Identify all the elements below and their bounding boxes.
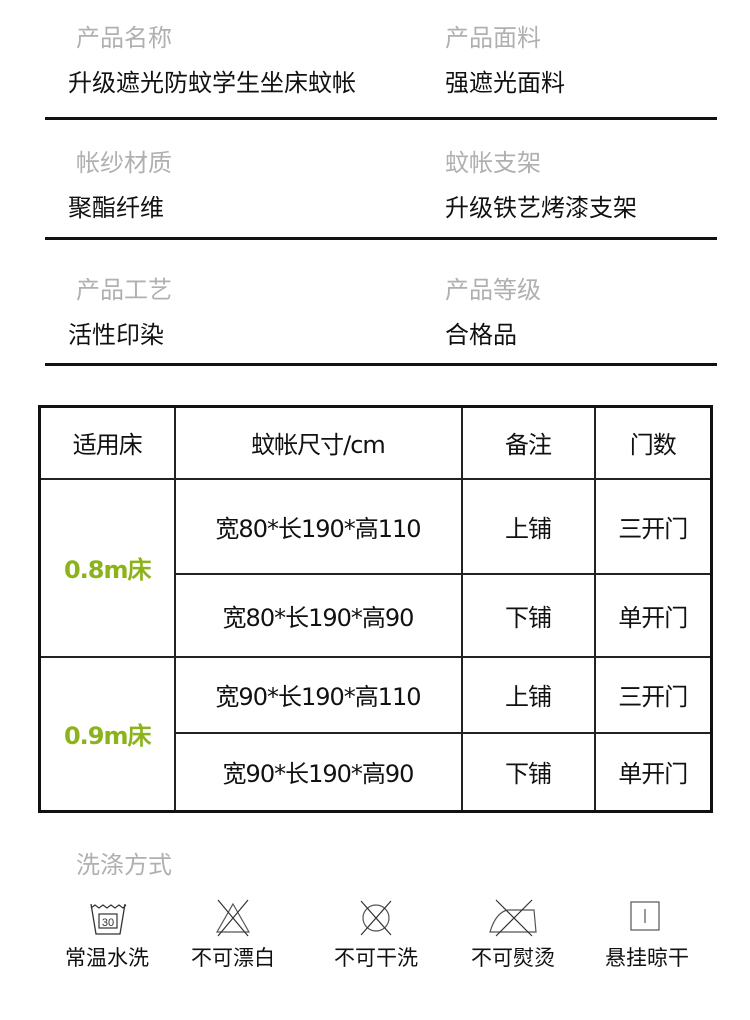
spec-label: 产品面料 (445, 24, 541, 52)
washing-label: 常温水洗 (65, 946, 149, 970)
spec-label: 蚊帐支架 (445, 149, 541, 177)
wash-30-icon: 30 (90, 903, 127, 935)
table-header-row: 适用床 蚊帐尺寸/cm 备注 门数 (38, 405, 713, 480)
washing-label: 不可熨烫 (471, 946, 555, 970)
no-bleach-icon (215, 899, 251, 937)
size-cell: 宽90*长190*高90 (173, 731, 463, 813)
washing-title: 洗涤方式 (76, 851, 172, 879)
note-cell: 下铺 (460, 731, 596, 813)
spec-value: 升级遮光防蚊学生坐床蚊帐 (68, 69, 356, 97)
table-row: 宽80*长190*高90 下铺 单开门 (40, 572, 713, 658)
size-cell: 宽80*长190*高110 (173, 477, 463, 575)
door-cell: 单开门 (593, 572, 713, 658)
svg-text:30: 30 (102, 917, 114, 929)
hang-dry-icon (630, 901, 660, 931)
washing-label: 不可漂白 (191, 946, 275, 970)
table-row: 0.9m床 宽90*长190*高110 上铺 三开门 (38, 655, 713, 813)
bed-size-cell: 0.9m床 (38, 655, 176, 813)
divider (45, 363, 717, 366)
spec-value: 强遮光面料 (445, 69, 565, 97)
spec-value: 聚酯纤维 (68, 194, 164, 222)
note-cell: 上铺 (460, 655, 596, 734)
header-cell: 备注 (460, 405, 596, 480)
washing-label: 悬挂晾干 (605, 946, 689, 970)
spec-label: 产品工艺 (76, 276, 172, 304)
spec-label: 帐纱材质 (76, 149, 172, 177)
header-cell: 蚊帐尺寸/cm (173, 405, 463, 480)
spec-value: 升级铁艺烤漆支架 (445, 194, 637, 222)
spec-value: 合格品 (445, 321, 517, 349)
no-iron-icon (489, 899, 537, 937)
divider (45, 117, 717, 120)
size-cell: 宽80*长190*高90 (173, 572, 463, 658)
table-row: 0.8m床 宽80*长190*高110 上铺 三开门 (38, 477, 713, 658)
header-cell: 门数 (593, 405, 713, 480)
bed-size-cell: 0.8m床 (38, 477, 176, 658)
door-cell: 三开门 (593, 477, 713, 575)
header-cell: 适用床 (38, 405, 176, 480)
size-table: 适用床 蚊帐尺寸/cm 备注 门数 0.8m床 宽80*长190*高110 上铺… (38, 405, 713, 813)
washing-label: 不可干洗 (334, 946, 418, 970)
size-cell: 宽90*长190*高110 (173, 655, 463, 734)
no-dry-clean-icon (360, 900, 392, 936)
spec-value: 活性印染 (68, 321, 164, 349)
spec-label: 产品名称 (76, 24, 172, 52)
door-cell: 单开门 (593, 731, 713, 813)
note-cell: 上铺 (460, 477, 596, 575)
note-cell: 下铺 (460, 572, 596, 658)
divider (45, 237, 717, 240)
table-row: 宽90*长190*高90 下铺 单开门 (40, 731, 713, 813)
spec-label: 产品等级 (445, 276, 541, 304)
door-cell: 三开门 (593, 655, 713, 734)
